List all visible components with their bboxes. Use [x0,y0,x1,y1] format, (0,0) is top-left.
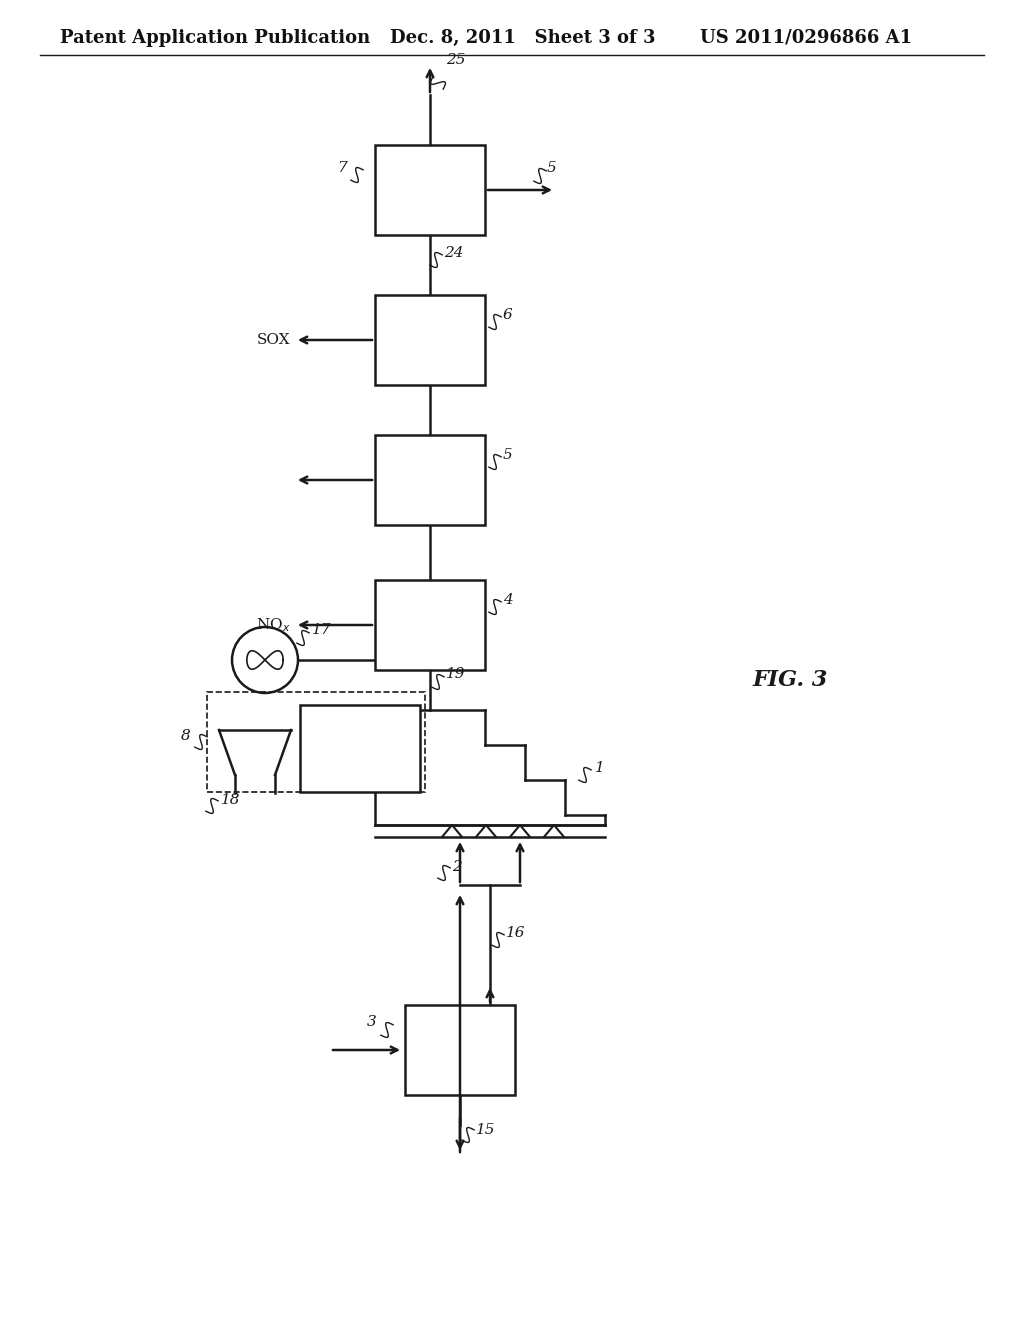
Text: 5: 5 [503,447,513,462]
Text: 3: 3 [368,1015,377,1030]
Text: 19: 19 [446,667,466,681]
Text: 24: 24 [444,246,464,260]
Text: FIG. 3: FIG. 3 [753,669,827,690]
Text: 6: 6 [503,308,513,322]
Bar [300,705,420,792]
Bar [375,436,485,525]
Bar [375,579,485,671]
Text: 15: 15 [476,1123,496,1137]
Bar [406,1005,515,1096]
Text: 2: 2 [452,861,462,874]
Text: 1: 1 [595,762,605,775]
Text: 7: 7 [337,161,347,176]
Text: 17: 17 [312,623,332,638]
Text: 16: 16 [506,927,525,940]
Text: SOX: SOX [256,333,290,347]
Text: 4: 4 [503,593,513,607]
Text: Patent Application Publication: Patent Application Publication [60,29,371,48]
Text: 8: 8 [181,729,191,743]
Bar [207,692,425,792]
Bar [375,145,485,235]
Text: 25: 25 [446,53,466,67]
Bar [375,294,485,385]
Text: 5: 5 [547,161,557,176]
Text: US 2011/0296866 A1: US 2011/0296866 A1 [700,29,912,48]
Text: 18: 18 [221,793,241,807]
Text: NO$_x$: NO$_x$ [256,616,290,634]
Text: Dec. 8, 2011   Sheet 3 of 3: Dec. 8, 2011 Sheet 3 of 3 [390,29,655,48]
